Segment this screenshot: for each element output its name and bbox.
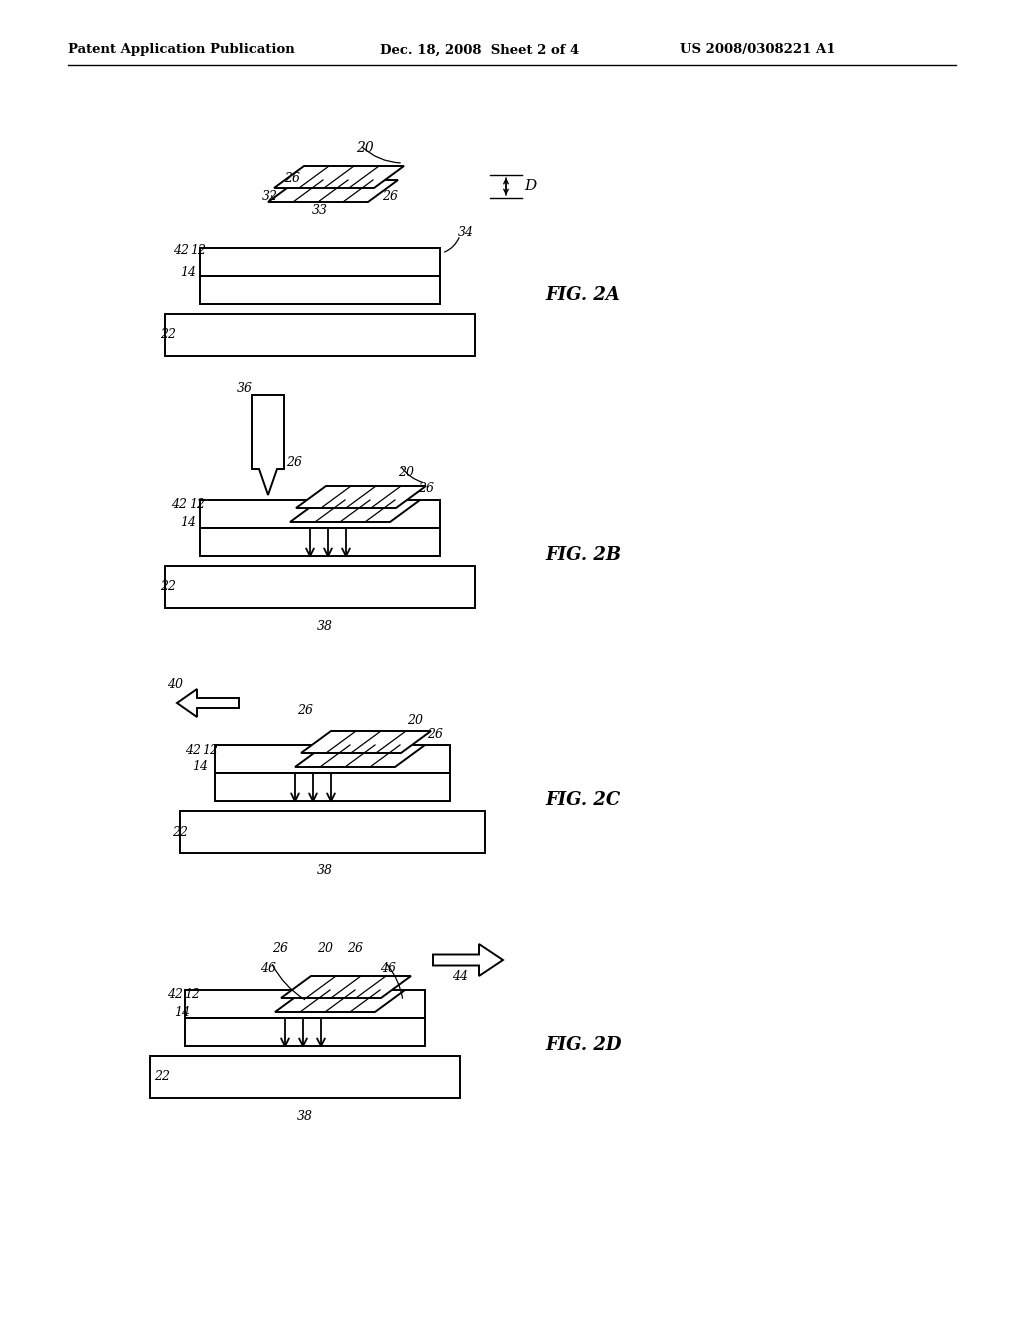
Bar <box>150 1056 460 1098</box>
Text: 38: 38 <box>317 619 333 632</box>
Text: 26: 26 <box>297 704 313 717</box>
Bar <box>200 276 440 304</box>
Polygon shape <box>275 990 406 1012</box>
Text: 22: 22 <box>172 825 188 838</box>
Text: 42: 42 <box>185 743 201 756</box>
Polygon shape <box>301 731 431 752</box>
Polygon shape <box>268 180 398 202</box>
Text: 26: 26 <box>272 941 288 954</box>
Text: Patent Application Publication: Patent Application Publication <box>68 44 295 57</box>
Text: 14: 14 <box>180 265 196 279</box>
Text: 14: 14 <box>193 760 208 774</box>
Text: 20: 20 <box>356 141 374 154</box>
Polygon shape <box>295 744 425 767</box>
Text: 34: 34 <box>458 226 474 239</box>
Bar <box>165 566 475 609</box>
Bar <box>185 1018 425 1045</box>
Text: 46: 46 <box>380 961 396 974</box>
Text: 42: 42 <box>167 989 183 1002</box>
Text: 12: 12 <box>189 499 205 511</box>
Text: 38: 38 <box>317 865 333 878</box>
Text: 14: 14 <box>174 1006 190 1019</box>
Text: 44: 44 <box>452 969 468 982</box>
Text: 46: 46 <box>260 961 276 974</box>
Text: 14: 14 <box>180 516 196 528</box>
Bar <box>185 990 425 1018</box>
Text: D: D <box>524 180 537 193</box>
Bar <box>200 500 440 528</box>
Polygon shape <box>281 975 411 998</box>
Text: 36: 36 <box>237 381 253 395</box>
Polygon shape <box>177 689 239 717</box>
Polygon shape <box>290 500 420 521</box>
Text: Dec. 18, 2008  Sheet 2 of 4: Dec. 18, 2008 Sheet 2 of 4 <box>380 44 580 57</box>
Text: 26: 26 <box>418 482 434 495</box>
Text: 20: 20 <box>407 714 423 726</box>
Text: 22: 22 <box>160 581 176 594</box>
Polygon shape <box>296 486 426 508</box>
Bar <box>215 744 450 774</box>
Text: 42: 42 <box>173 243 189 256</box>
Text: FIG. 2B: FIG. 2B <box>545 546 622 564</box>
Text: 32: 32 <box>262 190 278 202</box>
Text: FIG. 2D: FIG. 2D <box>545 1036 622 1053</box>
Text: 22: 22 <box>154 1071 170 1084</box>
Text: 40: 40 <box>167 678 183 692</box>
Text: FIG. 2C: FIG. 2C <box>545 791 621 809</box>
Bar <box>200 248 440 276</box>
Text: 20: 20 <box>398 466 414 479</box>
Text: 26: 26 <box>284 172 300 185</box>
Text: 20: 20 <box>317 941 333 954</box>
Text: US 2008/0308221 A1: US 2008/0308221 A1 <box>680 44 836 57</box>
Text: 12: 12 <box>190 243 206 256</box>
Text: 33: 33 <box>312 203 328 216</box>
Text: 26: 26 <box>382 190 398 202</box>
Polygon shape <box>433 944 503 975</box>
Text: 12: 12 <box>184 989 200 1002</box>
Text: 38: 38 <box>297 1110 313 1122</box>
Text: 42: 42 <box>171 499 187 511</box>
Text: FIG. 2A: FIG. 2A <box>545 286 620 304</box>
Polygon shape <box>252 395 284 495</box>
Text: 22: 22 <box>160 329 176 342</box>
Bar <box>215 774 450 801</box>
Text: 12: 12 <box>202 743 218 756</box>
Text: 26: 26 <box>347 941 362 954</box>
Polygon shape <box>274 166 404 187</box>
Text: 26: 26 <box>286 455 302 469</box>
Text: 26: 26 <box>427 729 443 742</box>
Bar <box>165 314 475 356</box>
Bar <box>200 528 440 556</box>
Bar <box>180 810 485 853</box>
